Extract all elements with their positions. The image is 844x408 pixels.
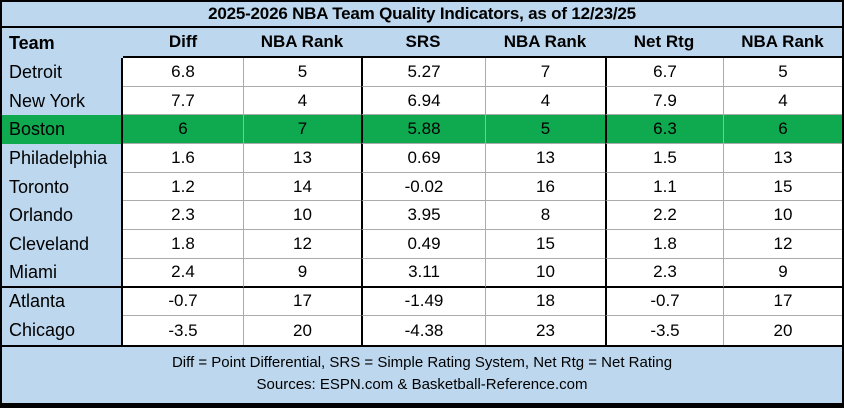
netrtg-rank-cell: 5 (723, 58, 842, 87)
srs-cell: 3.11 (361, 258, 485, 288)
srs-rank-cell: 18 (485, 287, 605, 317)
srs-cell: 6.94 (361, 86, 485, 116)
netrtg-cell: 1.1 (605, 172, 723, 202)
diff-cell: 2.4 (123, 258, 243, 288)
legend-text: Diff = Point Differential, SRS = Simple … (171, 353, 673, 371)
diff-rank-cell: 5 (243, 58, 361, 87)
diff-rank-cell: 20 (243, 316, 361, 345)
srs-cell: 5.88 (361, 115, 485, 145)
netrtg-cell: 7.9 (605, 86, 723, 116)
srs-cell: 0.49 (361, 230, 485, 259)
netrtg-cell: -3.5 (605, 316, 723, 345)
team-cell: New York (2, 86, 123, 116)
team-cell: Miami (2, 258, 123, 288)
diff-cell: 6.8 (123, 58, 243, 87)
diff-cell: 2.3 (123, 201, 243, 231)
netrtg-cell: 6.3 (605, 115, 723, 145)
team-cell: Detroit (2, 58, 123, 87)
netrtg-cell: 2.2 (605, 201, 723, 231)
srs-cell: -4.38 (361, 316, 485, 345)
netrtg-cell: -0.7 (605, 287, 723, 317)
diff-cell: 1.8 (123, 230, 243, 259)
col-header-netrtg: Net Rtg (605, 28, 723, 58)
table-title: 2025-2026 NBA Team Quality Indicators, a… (2, 2, 842, 28)
srs-rank-cell: 23 (485, 316, 605, 345)
team-cell: Orlando (2, 201, 123, 231)
diff-cell: -3.5 (123, 316, 243, 345)
srs-rank-cell: 4 (485, 86, 605, 116)
netrtg-rank-cell: 17 (723, 287, 842, 317)
diff-rank-cell: 12 (243, 230, 361, 259)
srs-cell: 0.69 (361, 144, 485, 173)
diff-rank-cell: 17 (243, 287, 361, 317)
team-cell: Chicago (2, 316, 123, 345)
srs-rank-cell: 7 (485, 58, 605, 87)
srs-rank-cell: 13 (485, 144, 605, 173)
team-cell-highlighted: Boston (2, 115, 123, 145)
team-cell: Cleveland (2, 230, 123, 259)
netrtg-cell: 1.5 (605, 144, 723, 173)
netrtg-rank-cell: 20 (723, 316, 842, 345)
table-footer: Diff = Point Differential, SRS = Simple … (2, 347, 842, 403)
srs-cell: -1.49 (361, 287, 485, 317)
netrtg-rank-cell: 9 (723, 258, 842, 288)
team-cell: Atlanta (2, 287, 123, 317)
col-header-diff-rank: NBA Rank (243, 28, 361, 58)
srs-rank-cell: 10 (485, 258, 605, 288)
col-header-team: Team (9, 32, 55, 53)
diff-rank-cell: 4 (243, 86, 361, 116)
col-header-srs: SRS (361, 28, 485, 58)
srs-rank-cell: 16 (485, 172, 605, 202)
diff-cell: 6 (123, 115, 243, 145)
diff-rank-cell: 14 (243, 172, 361, 202)
diff-cell: 1.2 (123, 172, 243, 202)
col-header-srs-rank: NBA Rank (485, 28, 605, 58)
srs-rank-cell: 8 (485, 201, 605, 231)
diff-rank-cell: 10 (243, 201, 361, 231)
netrtg-rank-cell: 6 (723, 115, 842, 145)
srs-cell: 5.27 (361, 58, 485, 87)
netrtg-rank-cell: 13 (723, 144, 842, 173)
team-cell: Philadelphia (2, 144, 123, 173)
diff-rank-cell: 9 (243, 258, 361, 288)
diff-cell: 1.6 (123, 144, 243, 173)
netrtg-rank-cell: 10 (723, 201, 842, 231)
srs-cell: -0.02 (361, 172, 485, 202)
netrtg-rank-cell: 4 (723, 86, 842, 116)
col-header-diff: Diff (123, 28, 243, 58)
diff-cell: -0.7 (123, 287, 243, 317)
netrtg-rank-cell: 15 (723, 172, 842, 202)
team-cell: Toronto (2, 172, 123, 202)
srs-cell: 3.95 (361, 201, 485, 231)
netrtg-cell: 6.7 (605, 58, 723, 87)
col-header-netrtg-rank: NBA Rank (723, 28, 842, 58)
srs-rank-cell: 5 (485, 115, 605, 145)
netrtg-cell: 2.3 (605, 258, 723, 288)
netrtg-cell: 1.8 (605, 230, 723, 259)
diff-rank-cell: 7 (243, 115, 361, 145)
diff-cell: 7.7 (123, 86, 243, 116)
data-grid: Team Diff NBA Rank SRS NBA Rank Net Rtg … (2, 28, 842, 347)
srs-rank-cell: 15 (485, 230, 605, 259)
netrtg-rank-cell: 12 (723, 230, 842, 259)
sources-text: Sources: ESPN.com & Basketball-Reference… (256, 376, 588, 394)
diff-rank-cell: 13 (243, 144, 361, 173)
